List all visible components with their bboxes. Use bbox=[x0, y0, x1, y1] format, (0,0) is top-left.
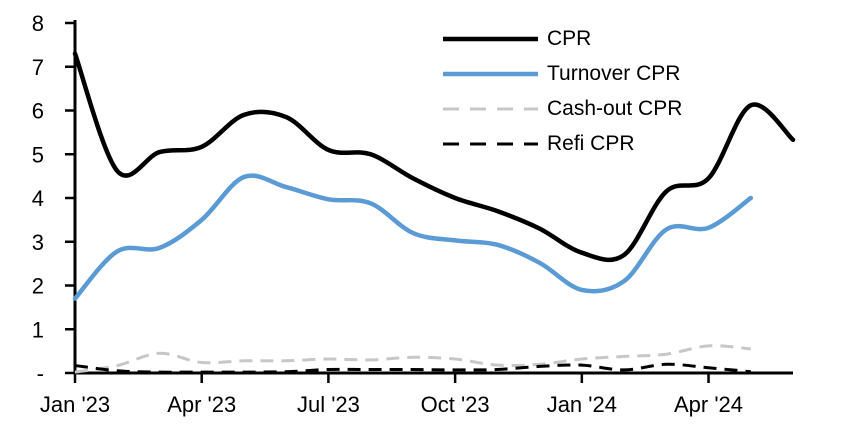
legend-label-cpr: CPR bbox=[547, 26, 592, 50]
legend-swatch-cashout-dashed-line bbox=[443, 107, 538, 110]
legend-swatch-refi-dashed-line bbox=[443, 142, 538, 145]
y-tick-label: 8 bbox=[32, 11, 44, 36]
series-line-turnover-cpr bbox=[72, 173, 754, 301]
y-tick-label: 4 bbox=[32, 186, 44, 211]
legend-item-cashout-cpr: Cash-out CPR bbox=[443, 91, 682, 126]
y-tick-label: 5 bbox=[32, 142, 44, 167]
legend-label-turnover-cpr: Turnover CPR bbox=[547, 61, 681, 85]
series-line-refi-cpr bbox=[74, 362, 751, 374]
y-tick-label: 2 bbox=[32, 274, 44, 299]
x-tick-label: Apr '24 bbox=[674, 392, 743, 417]
x-tick-label: Apr '23 bbox=[167, 392, 236, 417]
legend-label-cashout-cpr: Cash-out CPR bbox=[547, 96, 683, 120]
legend-swatch-turnover-line bbox=[443, 71, 538, 76]
legend-item-cpr: CPR bbox=[443, 21, 682, 56]
x-tick-label: Jan '23 bbox=[40, 392, 110, 417]
y-tick-label: 6 bbox=[32, 99, 44, 124]
series-line-cpr bbox=[72, 51, 796, 263]
series-line-cash-out-cpr bbox=[74, 344, 751, 374]
y-tick-label: - bbox=[37, 361, 44, 386]
legend-label-refi-cpr: Refi CPR bbox=[547, 131, 635, 155]
chart-legend: CPR Turnover CPR Cash-out CPR Refi CPR bbox=[443, 21, 682, 161]
y-tick-label: 1 bbox=[32, 317, 44, 342]
x-tick-label: Jul '23 bbox=[297, 392, 360, 417]
legend-item-turnover-cpr: Turnover CPR bbox=[443, 56, 682, 91]
x-tick-label: Jan '24 bbox=[547, 392, 617, 417]
x-tick-label: Oct '23 bbox=[421, 392, 490, 417]
legend-item-refi-cpr: Refi CPR bbox=[443, 126, 682, 161]
y-tick-label: 3 bbox=[32, 230, 44, 255]
legend-swatch-cpr-line bbox=[443, 36, 538, 41]
y-tick-label: 7 bbox=[32, 55, 44, 80]
